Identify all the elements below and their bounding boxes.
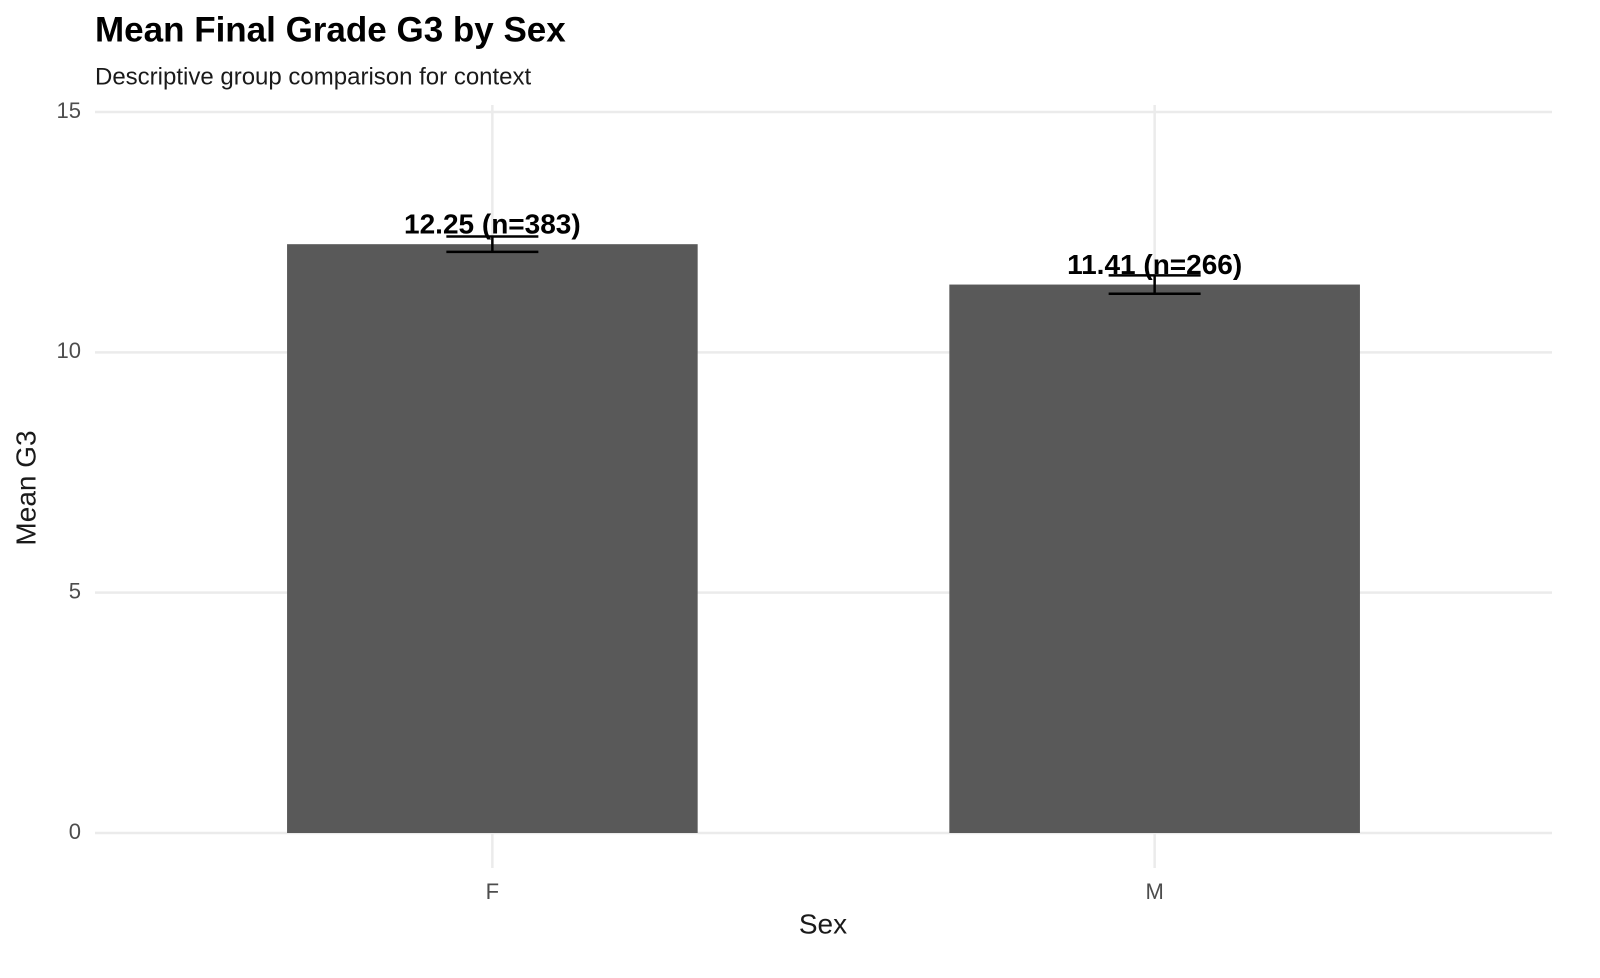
data-label: 12.25 (n=383) <box>404 209 581 240</box>
y-tick-label: 0 <box>69 819 81 844</box>
y-axis-label: Mean G3 <box>10 430 41 545</box>
chart-subtitle: Descriptive group comparison for context <box>95 63 532 90</box>
error-bar <box>446 235 539 254</box>
error-bar <box>1108 274 1201 295</box>
chart-title: Mean Final Grade G3 by Sex <box>95 10 566 49</box>
y-tick-label: 15 <box>57 98 81 123</box>
x-tick-label: F <box>486 879 499 904</box>
y-tick-label: 5 <box>69 578 81 603</box>
data-label: 11.41 (n=266) <box>1067 249 1242 280</box>
y-tick-label: 10 <box>57 338 81 363</box>
x-axis-label: Sex <box>799 908 847 939</box>
bar <box>949 284 1360 833</box>
x-tick-label: M <box>1145 879 1163 904</box>
bar <box>287 244 698 833</box>
